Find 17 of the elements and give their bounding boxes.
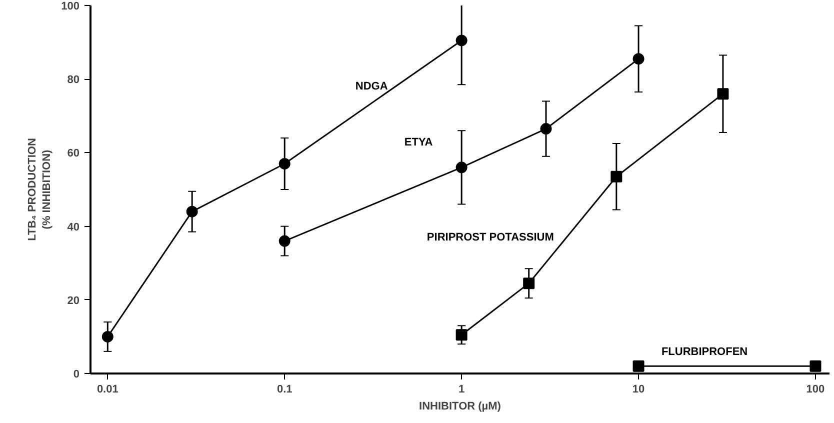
y-tick-label: 80 xyxy=(67,74,80,86)
y-axis-title: LTB₄ PRODUCTION (% INHIBITION) xyxy=(26,138,54,241)
x-tick-label: 0.01 xyxy=(96,384,118,396)
y-tick-label: 20 xyxy=(67,294,80,307)
x-tick-label: 1 xyxy=(458,384,465,396)
y-tick-label: 0 xyxy=(73,368,80,380)
series-label: FLURBIPROFEN xyxy=(661,346,748,358)
series-label: PIRIPROST POTASSIUM xyxy=(426,231,554,244)
x-tick-label: 100 xyxy=(806,384,825,396)
x-tick-label: 10 xyxy=(632,384,645,396)
series-label: NDGA xyxy=(355,80,388,92)
y-tick-label: 100 xyxy=(61,0,80,12)
x-axis-title: INHIBITOR (µM) xyxy=(419,400,502,412)
y-tick-label: 60 xyxy=(67,148,80,160)
y-tick-label: 40 xyxy=(67,221,80,234)
x-tick-label: 0.1 xyxy=(276,384,292,396)
text: ETYA xyxy=(404,136,433,148)
